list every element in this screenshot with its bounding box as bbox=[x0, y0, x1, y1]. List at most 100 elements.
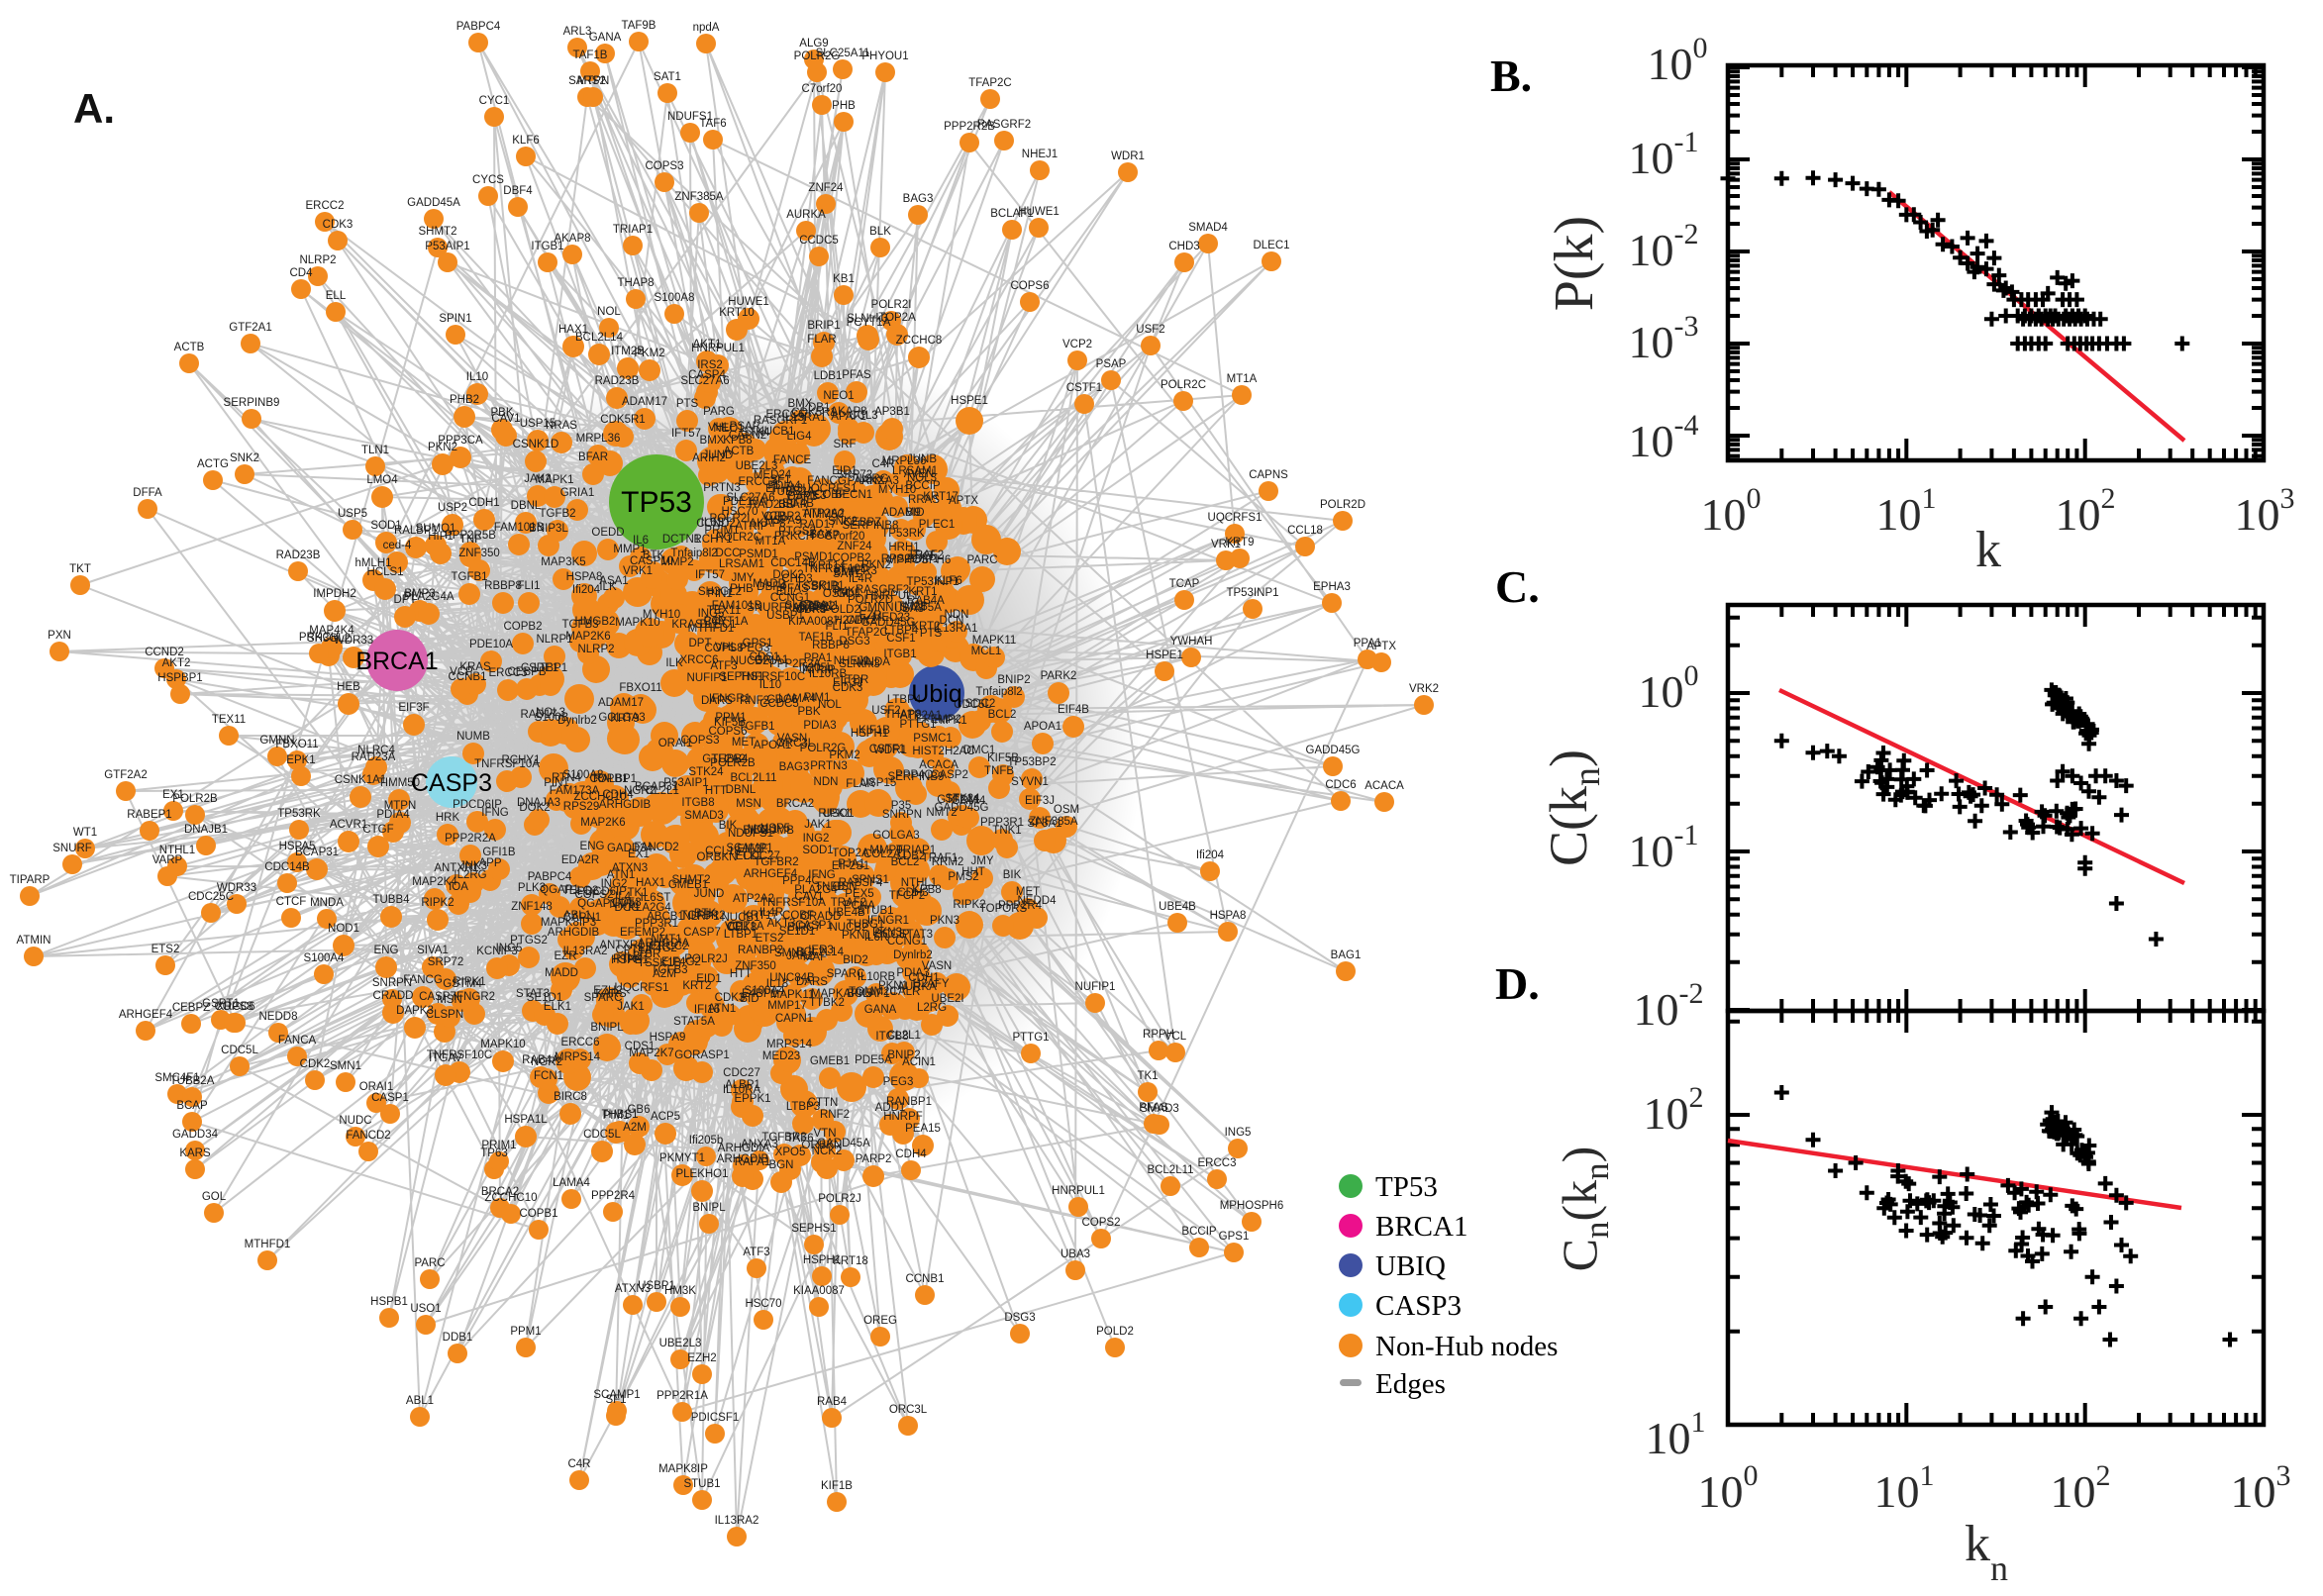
svg-text:CAV1: CAV1 bbox=[794, 891, 823, 903]
svg-text:COPB1: COPB1 bbox=[520, 1208, 558, 1220]
svg-text:PKM2: PKM2 bbox=[829, 749, 859, 761]
svg-text:TRAF2: TRAF2 bbox=[908, 549, 944, 561]
svg-text:NHEJ1: NHEJ1 bbox=[834, 655, 869, 667]
svg-text:ZNF350: ZNF350 bbox=[458, 548, 500, 559]
svg-text:ARHGEF4: ARHGEF4 bbox=[119, 1009, 173, 1021]
svg-text:THAP8: THAP8 bbox=[884, 709, 921, 721]
svg-text:VCL: VCL bbox=[725, 921, 748, 933]
svg-text:AP3B1: AP3B1 bbox=[874, 406, 910, 418]
svg-text:KRT1: KRT1 bbox=[908, 586, 937, 598]
svg-text:Ifi205b: Ifi205b bbox=[689, 1135, 724, 1147]
svg-text:UBE2L3: UBE2L3 bbox=[659, 1338, 702, 1349]
svg-text:IL4: IL4 bbox=[615, 891, 632, 903]
svg-text:ACP5: ACP5 bbox=[651, 1111, 680, 1123]
svg-text:RPPH: RPPH bbox=[1143, 1029, 1174, 1041]
svg-text:EPK1: EPK1 bbox=[286, 754, 315, 766]
svg-text:NUFIP1: NUFIP1 bbox=[1075, 981, 1116, 993]
svg-text:TKT: TKT bbox=[69, 563, 91, 575]
svg-text:CHD3: CHD3 bbox=[1168, 241, 1199, 252]
svg-text:MPHOSPH6: MPHOSPH6 bbox=[887, 554, 952, 566]
svg-text:HRH1: HRH1 bbox=[888, 542, 919, 553]
svg-text:PXN: PXN bbox=[48, 630, 71, 642]
svg-text:BCAP31: BCAP31 bbox=[295, 847, 339, 858]
svg-text:CCNB1: CCNB1 bbox=[449, 671, 487, 683]
svg-text:PLA2G4: PLA2G4 bbox=[794, 884, 838, 896]
svg-text:PRIM1: PRIM1 bbox=[481, 1140, 516, 1151]
svg-text:THBS1: THBS1 bbox=[601, 1109, 638, 1121]
svg-text:BTK: BTK bbox=[643, 549, 665, 561]
svg-text:TNFB: TNFB bbox=[815, 881, 845, 893]
svg-text:CDK3: CDK3 bbox=[833, 682, 863, 694]
svg-text:KIF5B: KIF5B bbox=[714, 717, 746, 729]
svg-text:POLR2J: POLR2J bbox=[818, 1193, 860, 1205]
svg-text:SNRPN: SNRPN bbox=[882, 809, 922, 821]
svg-text:CDC6: CDC6 bbox=[1325, 779, 1356, 791]
svg-text:PFAS: PFAS bbox=[779, 583, 809, 595]
svg-text:CDS1: CDS1 bbox=[750, 651, 780, 663]
svg-text:RABEP1: RABEP1 bbox=[127, 809, 171, 821]
svg-text:BCLAF1: BCLAF1 bbox=[990, 208, 1033, 220]
svg-text:COPS8: COPS8 bbox=[215, 1001, 253, 1013]
svg-text:RAD23A: RAD23A bbox=[352, 751, 396, 763]
svg-text:EIF2S1: EIF2S1 bbox=[832, 860, 869, 872]
svg-text:VCL: VCL bbox=[1164, 1031, 1187, 1043]
svg-text:CDK3: CDK3 bbox=[323, 219, 354, 231]
svg-text:PARK2: PARK2 bbox=[1041, 670, 1077, 682]
svg-text:HSPE1: HSPE1 bbox=[951, 395, 988, 407]
svg-text:KCNIP3: KCNIP3 bbox=[476, 946, 518, 957]
svg-text:CPT1A: CPT1A bbox=[727, 921, 763, 933]
svg-text:HSPH1: HSPH1 bbox=[803, 1254, 841, 1266]
svg-text:H2AFY: H2AFY bbox=[912, 978, 949, 990]
svg-text:npdA: npdA bbox=[693, 22, 720, 34]
svg-text:ORAI1: ORAI1 bbox=[658, 738, 693, 749]
svg-text:MTHFD1: MTHFD1 bbox=[245, 1239, 291, 1250]
svg-text:TNFRSF10C: TNFRSF10C bbox=[740, 671, 805, 683]
svg-text:ZNF24: ZNF24 bbox=[837, 541, 872, 552]
svg-text:IL2: IL2 bbox=[624, 950, 640, 962]
svg-text:Ifi204: Ifi204 bbox=[1196, 849, 1225, 861]
svg-text:TNK1: TNK1 bbox=[992, 825, 1021, 837]
svg-text:Non-Hub nodes: Non-Hub nodes bbox=[1375, 1331, 1558, 1362]
svg-text:MSN: MSN bbox=[437, 994, 462, 1006]
svg-text:PTS: PTS bbox=[676, 398, 699, 410]
svg-text:KRT2: KRT2 bbox=[911, 621, 940, 633]
svg-text:SNURF: SNURF bbox=[52, 843, 92, 854]
svg-text:LRSAM1: LRSAM1 bbox=[892, 465, 938, 477]
svg-text:PIM1: PIM1 bbox=[603, 1110, 630, 1122]
svg-text:TUBB4: TUBB4 bbox=[711, 753, 749, 765]
svg-text:JAK1: JAK1 bbox=[617, 1001, 645, 1013]
svg-text:MAP4K4: MAP4K4 bbox=[309, 625, 354, 637]
svg-text:HSPA1L: HSPA1L bbox=[504, 1114, 548, 1126]
svg-text:DMC1: DMC1 bbox=[963, 745, 996, 756]
svg-text:DBNL: DBNL bbox=[726, 784, 757, 796]
svg-text:VCP2: VCP2 bbox=[1062, 339, 1092, 350]
svg-text:PLK3: PLK3 bbox=[518, 882, 546, 894]
svg-text:MMP9: MMP9 bbox=[869, 845, 902, 856]
svg-text:UBA3: UBA3 bbox=[894, 603, 924, 615]
svg-text:BCCIP: BCCIP bbox=[905, 480, 940, 492]
svg-text:VRK1: VRK1 bbox=[1211, 539, 1241, 550]
svg-text:CEBPZ: CEBPZ bbox=[172, 1002, 210, 1014]
svg-text:CCL18: CCL18 bbox=[705, 846, 741, 857]
svg-text:PTGS2: PTGS2 bbox=[778, 526, 816, 538]
svg-text:PKN1: PKN1 bbox=[878, 980, 908, 992]
svg-text:SCAMP1: SCAMP1 bbox=[726, 843, 772, 854]
svg-text:EFEMP2: EFEMP2 bbox=[916, 714, 961, 726]
svg-text:USP15: USP15 bbox=[860, 777, 896, 789]
svg-text:NLRP1: NLRP1 bbox=[682, 911, 719, 923]
svg-text:DAPK3: DAPK3 bbox=[396, 1005, 434, 1017]
svg-text:NUMB: NUMB bbox=[456, 731, 490, 743]
svg-text:MAP2K6: MAP2K6 bbox=[580, 817, 625, 829]
svg-text:ING5: ING5 bbox=[698, 608, 725, 620]
svg-text:ITGB1: ITGB1 bbox=[531, 241, 563, 252]
svg-text:CDC6: CDC6 bbox=[766, 694, 797, 706]
svg-text:HSPE1: HSPE1 bbox=[611, 954, 649, 966]
svg-text:PPM1: PPM1 bbox=[510, 1326, 541, 1338]
svg-text:PDE10A: PDE10A bbox=[723, 496, 766, 508]
svg-text:CAPN2: CAPN2 bbox=[729, 430, 766, 442]
svg-text:KPB8: KPB8 bbox=[912, 884, 941, 896]
svg-text:JUND: JUND bbox=[694, 888, 725, 900]
svg-text:BNIPL: BNIPL bbox=[590, 1022, 624, 1034]
svg-text:EIF4G2: EIF4G2 bbox=[661, 956, 701, 968]
svg-text:CHD3: CHD3 bbox=[781, 573, 812, 585]
